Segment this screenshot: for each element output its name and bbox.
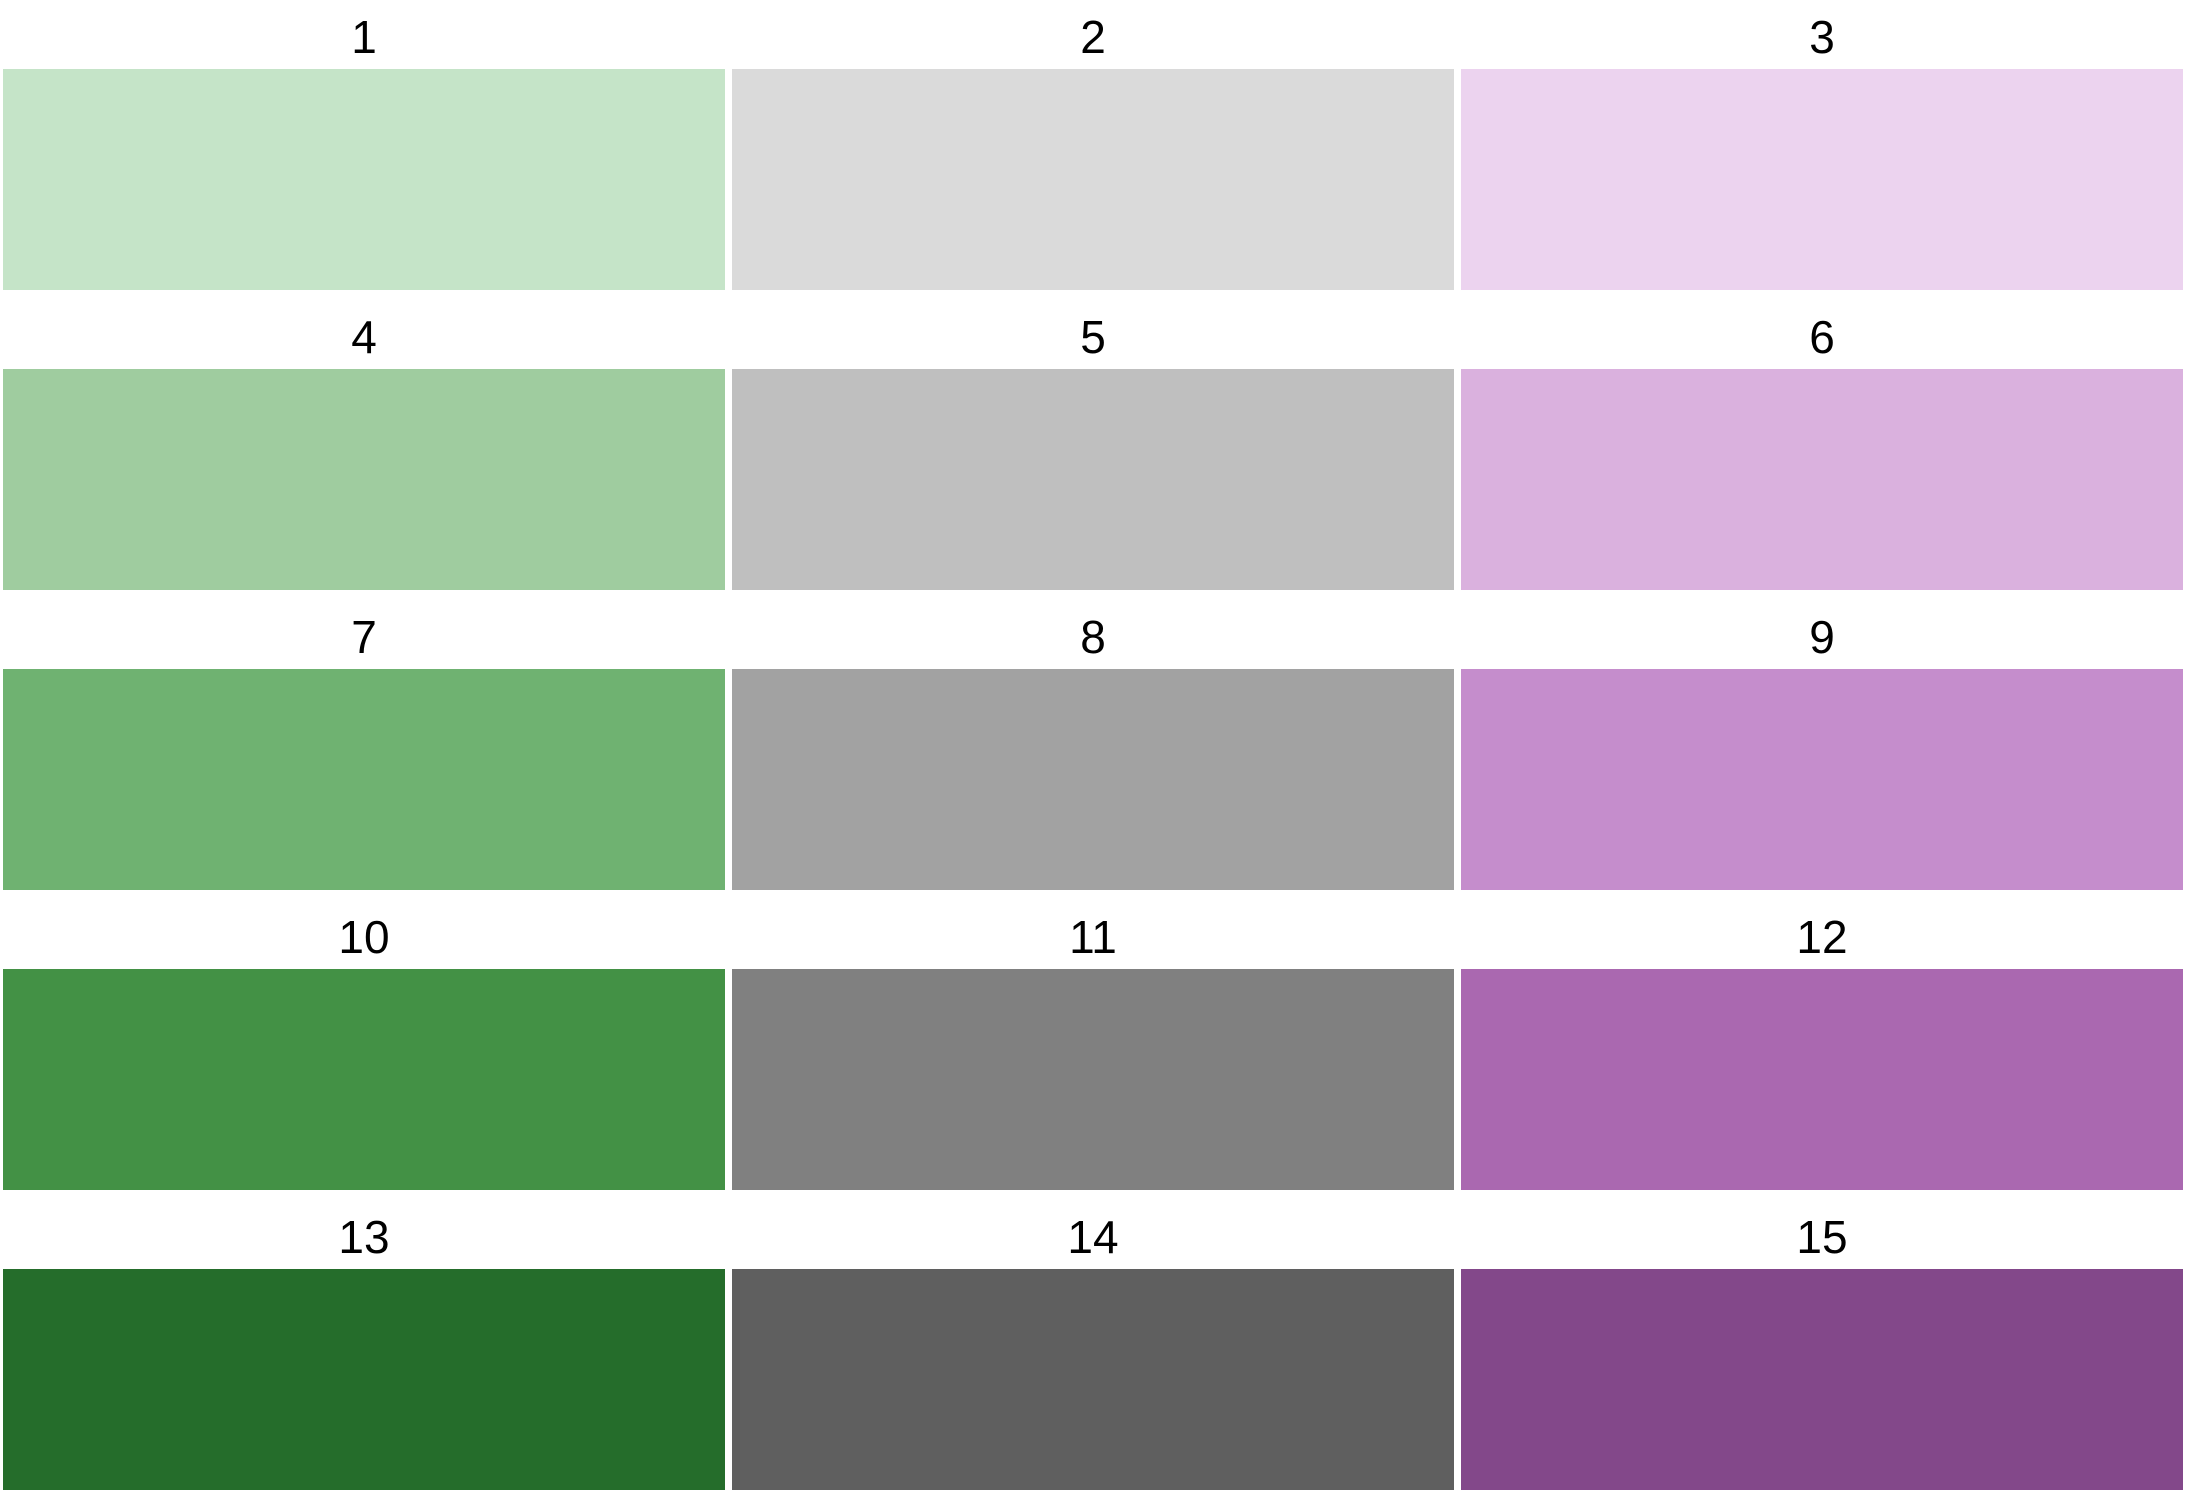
swatch-cell-13: 13 xyxy=(3,1200,725,1500)
swatch-color-box xyxy=(732,1269,1454,1490)
swatch-label: 12 xyxy=(1796,911,1848,963)
swatch-label: 8 xyxy=(1080,611,1106,663)
swatch-label: 2 xyxy=(1080,11,1106,63)
swatch-cell-7: 7 xyxy=(3,600,725,900)
swatch-color-box xyxy=(3,69,725,290)
swatch-color-box xyxy=(3,369,725,590)
swatch-cell-1: 1 xyxy=(3,0,725,300)
swatch-color-box xyxy=(732,369,1454,590)
swatch-color-box xyxy=(3,1269,725,1490)
swatch-color-box xyxy=(1461,669,2183,890)
swatch-label: 1 xyxy=(351,11,377,63)
swatch-label: 5 xyxy=(1080,311,1106,363)
swatch-cell-5: 5 xyxy=(732,300,1454,600)
swatch-label: 11 xyxy=(1069,911,1117,963)
swatch-color-box xyxy=(1461,969,2183,1190)
swatch-cell-14: 14 xyxy=(732,1200,1454,1500)
swatch-cell-3: 3 xyxy=(1461,0,2183,300)
swatch-label: 14 xyxy=(1067,1211,1119,1263)
swatch-label: 13 xyxy=(338,1211,390,1263)
swatch-cell-9: 9 xyxy=(1461,600,2183,900)
swatch-cell-4: 4 xyxy=(3,300,725,600)
swatch-label: 4 xyxy=(351,311,377,363)
swatch-label: 10 xyxy=(338,911,390,963)
swatch-cell-15: 15 xyxy=(1461,1200,2183,1500)
swatch-cell-6: 6 xyxy=(1461,300,2183,600)
swatch-color-box xyxy=(1461,369,2183,590)
swatch-cell-10: 10 xyxy=(3,900,725,1200)
swatch-color-box xyxy=(1461,69,2183,290)
swatch-label: 6 xyxy=(1809,311,1835,363)
swatch-cell-12: 12 xyxy=(1461,900,2183,1200)
swatch-cell-2: 2 xyxy=(732,0,1454,300)
swatch-label: 7 xyxy=(351,611,377,663)
swatch-label: 9 xyxy=(1809,611,1835,663)
swatch-cell-11: 11 xyxy=(732,900,1454,1200)
swatch-color-box xyxy=(3,969,725,1190)
swatch-color-box xyxy=(732,69,1454,290)
swatch-color-box xyxy=(732,669,1454,890)
swatch-label: 3 xyxy=(1809,11,1835,63)
swatch-color-box xyxy=(1461,1269,2183,1490)
swatch-color-box xyxy=(732,969,1454,1190)
swatch-color-box xyxy=(3,669,725,890)
swatch-label: 15 xyxy=(1796,1211,1848,1263)
swatch-cell-8: 8 xyxy=(732,600,1454,900)
